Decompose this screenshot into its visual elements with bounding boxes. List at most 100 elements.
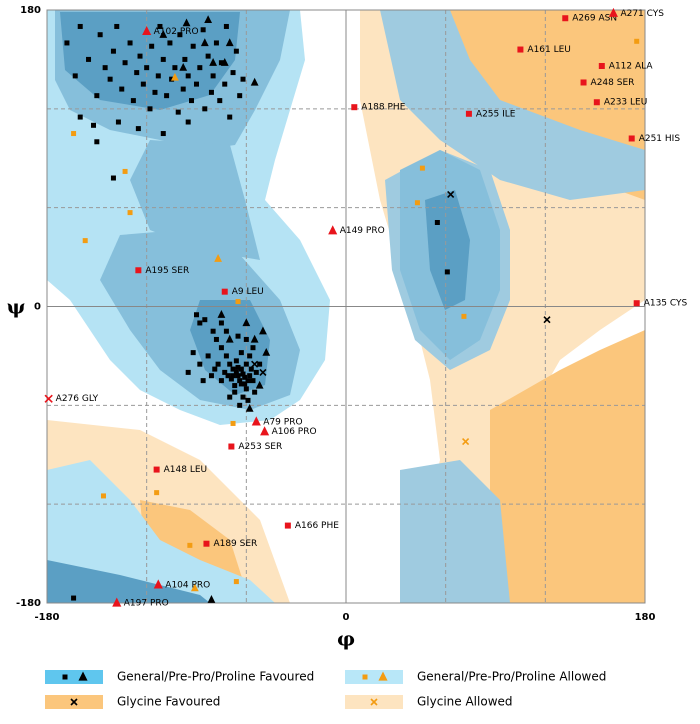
point: [153, 466, 160, 473]
point: [91, 122, 97, 128]
cross-stroke: [370, 698, 378, 706]
point: [218, 378, 224, 384]
point: [240, 394, 246, 400]
point: [78, 671, 88, 681]
point: [262, 347, 271, 356]
y-axis-label: ψ: [7, 295, 26, 319]
point: [235, 333, 241, 339]
point: [177, 32, 183, 38]
point: [155, 73, 161, 79]
point: [190, 350, 196, 356]
point: [238, 381, 244, 387]
point: [235, 299, 241, 305]
point: [257, 361, 263, 367]
point: [112, 597, 122, 607]
point: [250, 77, 259, 86]
outlier-label: A106 PRO: [272, 427, 317, 437]
point: [259, 368, 267, 376]
point: [232, 383, 238, 389]
point: [194, 312, 199, 318]
point: [185, 119, 191, 125]
point: [245, 403, 254, 412]
point: [221, 288, 228, 295]
point: [159, 30, 168, 38]
point: [247, 373, 253, 379]
outlier-label: A251 HIS: [639, 134, 681, 144]
point: [154, 490, 160, 496]
point: [328, 225, 338, 235]
point: [122, 168, 128, 174]
outlier-label: A135 CYS: [644, 299, 688, 309]
point: [227, 361, 233, 367]
outlier-label: A253 SER: [238, 442, 282, 452]
point: [255, 380, 264, 389]
point: [194, 81, 199, 87]
point: [233, 48, 239, 54]
point: [157, 23, 163, 29]
legend-label: Glycine Favoured: [117, 695, 220, 709]
cross-stroke: [44, 394, 53, 403]
point: [208, 373, 214, 379]
point: [185, 73, 191, 79]
point: [227, 394, 233, 400]
point: [593, 99, 600, 106]
point: [119, 86, 125, 92]
legend-label: Glycine Allowed: [417, 695, 513, 709]
point: [171, 72, 179, 81]
point: [208, 89, 214, 95]
core-region: [47, 560, 210, 603]
legend: General/Pre-Pro/Proline Favoured General/…: [45, 670, 606, 709]
point: [213, 336, 219, 342]
point: [223, 328, 229, 334]
point: [203, 540, 210, 547]
cross-stroke: [447, 190, 455, 199]
point: [100, 493, 106, 499]
point: [230, 70, 236, 76]
point: [127, 210, 133, 216]
cross-stroke: [251, 360, 259, 368]
legend-swatch: [345, 670, 403, 684]
point: [462, 438, 470, 446]
outlier-label: A161 LEU: [527, 45, 570, 55]
point: [200, 27, 206, 33]
outlier-label: A248 SER: [591, 78, 635, 88]
point: [130, 98, 136, 104]
point: [209, 58, 218, 66]
point: [225, 38, 234, 47]
point: [94, 139, 100, 145]
point: [227, 114, 233, 120]
point: [197, 320, 203, 326]
point: [238, 350, 244, 356]
x-tick-label: -180: [34, 612, 59, 623]
point: [82, 238, 88, 244]
point: [214, 254, 222, 262]
outlier-label: A79 PRO: [263, 417, 302, 427]
point: [204, 15, 213, 24]
point: [210, 328, 216, 334]
point: [107, 76, 113, 82]
point: [160, 56, 166, 62]
point: [598, 63, 605, 70]
point: [220, 58, 229, 66]
point: [243, 336, 249, 342]
point: [237, 378, 243, 384]
point: [149, 43, 155, 49]
point: [135, 126, 141, 132]
point: [94, 93, 100, 99]
point: [212, 366, 218, 372]
allowed-region: [400, 460, 510, 603]
point: [44, 394, 53, 403]
point: [169, 76, 175, 82]
point: [633, 300, 640, 307]
point: [251, 360, 259, 368]
point: [419, 165, 425, 171]
point: [222, 369, 228, 375]
point: [72, 73, 78, 79]
points: A102 PRO A269 ASN A271 CYS A161 LEU A112 ALA…: [44, 7, 688, 609]
outlier-label: A233 LEU: [604, 98, 647, 108]
point: [160, 131, 166, 137]
point: [215, 361, 221, 367]
point: [245, 397, 251, 403]
outlier-label: A188 PHE: [361, 103, 405, 113]
point: [242, 374, 248, 380]
